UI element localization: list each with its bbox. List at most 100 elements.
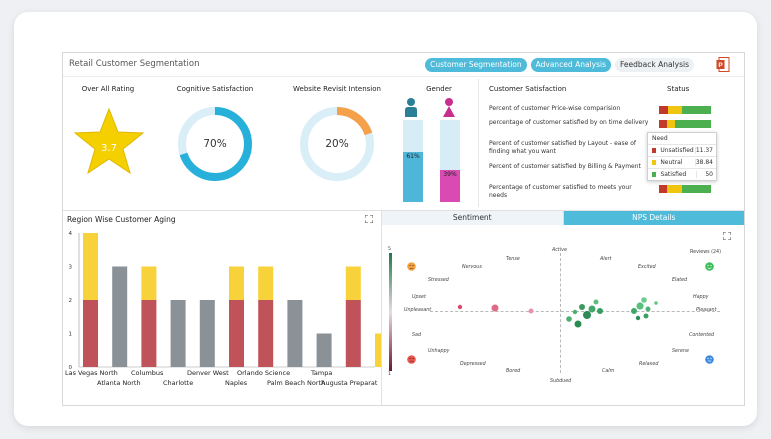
overall-rating-value: 3.7	[101, 143, 117, 154]
overall-rating-panel: Over All Rating 3.7	[63, 79, 153, 207]
bar-segment	[112, 266, 128, 367]
sentiment-point	[636, 302, 644, 310]
legend-swatch	[652, 160, 657, 165]
happy-face-icon	[705, 262, 714, 271]
bar-segment	[229, 266, 244, 300]
x-tick-label: Atlanta North	[97, 379, 141, 387]
sentiment-point	[566, 316, 572, 322]
status-segment	[682, 106, 711, 114]
tooltip-label: Unsatisfied	[660, 147, 694, 154]
satisfaction-row: Percentage of customer satisfied to meet…	[489, 184, 632, 199]
tooltip-row: Satisfied 50	[648, 168, 716, 180]
label-stressed: Stressed	[428, 278, 449, 283]
status-segment	[659, 120, 667, 128]
status-segment	[659, 185, 667, 193]
scale-top: 5	[388, 247, 391, 252]
label-excited: Excited	[638, 265, 656, 270]
calm-face-icon	[705, 355, 714, 364]
label-subdued: Subdued	[550, 379, 572, 384]
sentiment-scale	[389, 253, 392, 371]
tab-nps-details[interactable]: NPS Details	[563, 211, 744, 225]
x-tick-label: Charlotte	[163, 379, 194, 387]
x-tick-label: Tampa	[311, 369, 333, 377]
sentiment-point	[528, 308, 534, 314]
website-revisit-label: Website Revisit Intension	[293, 85, 381, 93]
x-tick-label: Las Vegas North	[65, 369, 118, 377]
status-segment	[674, 120, 711, 128]
x-tick-label: Denver West	[187, 369, 229, 377]
sentiment-points	[457, 297, 658, 328]
gender-label: Gender	[426, 85, 452, 93]
sentiment-point	[583, 311, 591, 319]
bar-segment	[316, 333, 332, 367]
satisfaction-row: Percent of customer Price-wise comparisi…	[489, 105, 621, 112]
section-divider	[63, 210, 744, 211]
sentiment-point	[593, 299, 599, 305]
status-segment	[659, 106, 669, 114]
status-bar[interactable]	[659, 120, 711, 128]
aging-bars: 0 1 2 3 4	[69, 231, 390, 371]
status-segment	[682, 185, 711, 193]
female-percent: 39%	[443, 171, 457, 179]
status-segment	[668, 106, 683, 114]
website-revisit-value: 20%	[325, 138, 349, 150]
label-depressed: Depressed	[460, 362, 486, 367]
sentiment-point	[588, 305, 596, 313]
male-percent: 61%	[406, 152, 420, 160]
label-relaxed: Relaxed	[639, 362, 659, 367]
sentiment-point	[579, 304, 585, 310]
y-tick-label: 3	[69, 265, 73, 271]
overall-rating-label: Over All Rating	[81, 85, 135, 93]
sentiment-point	[654, 301, 658, 305]
dashboard-card: Retail Customer Segmentation Customer Se…	[14, 12, 757, 426]
neutral-face-icon	[407, 262, 416, 271]
sentiment-tabs: Sentiment NPS Details	[382, 211, 744, 225]
tab-customer-segmentation[interactable]: Customer Segmentation	[425, 58, 527, 72]
aging-title: Region Wise Customer Aging	[67, 215, 176, 224]
status-bar[interactable]	[659, 185, 711, 193]
label-pleasant: Pleasant	[696, 308, 717, 313]
website-revisit-panel: Website Revisit Intension 20%	[281, 79, 393, 207]
satisfaction-row: Percent of customer satisfied by Billing…	[489, 163, 641, 170]
sentiment-point	[597, 308, 603, 314]
label-upset: Upset	[412, 295, 426, 300]
cognitive-satisfaction-label: Cognitive Satisfaction	[176, 85, 254, 93]
y-tick-label: 4	[69, 231, 73, 237]
customer-satisfaction-title: Customer Satisfaction	[489, 85, 567, 93]
label-unhappy: Unhappy	[428, 349, 450, 354]
bar-segment	[170, 300, 186, 367]
label-happy: Happy	[693, 295, 709, 300]
cognitive-satisfaction-value: 70%	[203, 138, 227, 150]
label-nervous: Nervous	[462, 265, 482, 270]
status-segment	[666, 185, 683, 193]
sentiment-point	[491, 304, 499, 312]
page-title: Retail Customer Segmentation	[69, 59, 200, 69]
bar-segment	[258, 266, 274, 300]
vertical-axis	[560, 253, 561, 373]
bar-segment	[229, 300, 244, 367]
tooltip-row: Unsatisfied 11.37	[648, 144, 716, 156]
label-serene: Serene	[672, 349, 689, 354]
tooltip-value: 11.37	[694, 147, 716, 154]
x-tick-label: Orlando Science	[237, 369, 291, 377]
tab-sentiment[interactable]: Sentiment	[382, 211, 564, 225]
tab-feedback-analysis[interactable]: Feedback Analysis	[614, 58, 694, 72]
x-tick-label: Augusta Preparat	[321, 379, 378, 387]
tooltip-label: Satisfied	[660, 171, 687, 178]
status-label: Status	[667, 85, 690, 93]
y-tick-label: 1	[69, 332, 73, 338]
status-bar[interactable]	[659, 106, 711, 114]
status-tooltip: Need Unsatisfied 11.37 Neutral 38.84 Satisfi…	[647, 132, 717, 181]
star-icon: 3.7	[73, 107, 145, 175]
revisit-donut	[300, 107, 374, 181]
expand-icon[interactable]	[365, 215, 373, 223]
column-divider	[381, 210, 382, 406]
tab-advanced-analysis[interactable]: Advanced Analysis	[530, 58, 611, 72]
tooltip-label: Neutral	[660, 159, 683, 166]
label-elated: Elated	[672, 278, 688, 283]
tooltip-row: Neutral 38.84	[648, 156, 716, 168]
y-tick-label: 0	[69, 365, 73, 371]
x-tick-label: Columbus	[131, 369, 164, 377]
powerpoint-icon[interactable]: P	[716, 57, 730, 72]
sentiment-point	[631, 308, 637, 314]
